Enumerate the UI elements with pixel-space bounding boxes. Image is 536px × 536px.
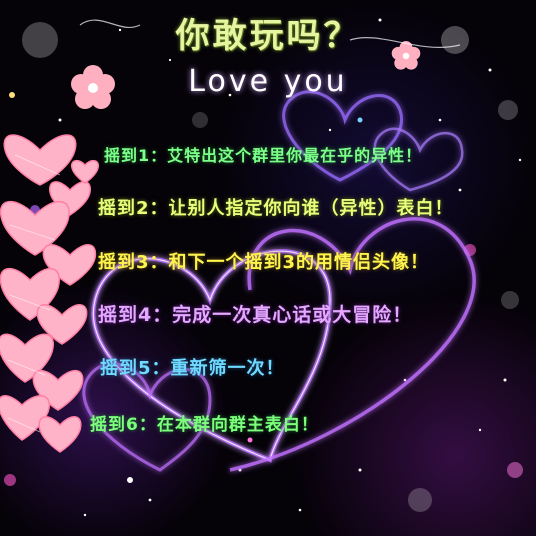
flower-icon	[71, 65, 115, 109]
neon-heart-icon	[82, 90, 476, 472]
rule-item-3: 摇到3：和下一个摇到3的用情侣头像！	[98, 252, 430, 273]
pink-heart-icon	[7, 154, 61, 433]
rule-item-2: 摇到2：让别人指定你向谁（异性）表白！	[98, 198, 454, 219]
bokeh-lights	[4, 22, 523, 512]
rule-item-4: 摇到4：完成一次真心话或大冒险！	[98, 304, 413, 326]
rule-item-6: 摇到6：在本群向群主表白！	[90, 415, 319, 435]
rule-item-5: 摇到5：重新筛一次！	[100, 358, 285, 379]
rule-item-1: 摇到1：艾特出这个群里你最在乎的异性！	[104, 146, 423, 165]
vine-decoration	[79, 19, 461, 49]
page-title: 你敢玩吗？	[175, 16, 361, 56]
pink-heart-icon	[0, 134, 100, 453]
page-subtitle: Love you	[188, 64, 348, 99]
